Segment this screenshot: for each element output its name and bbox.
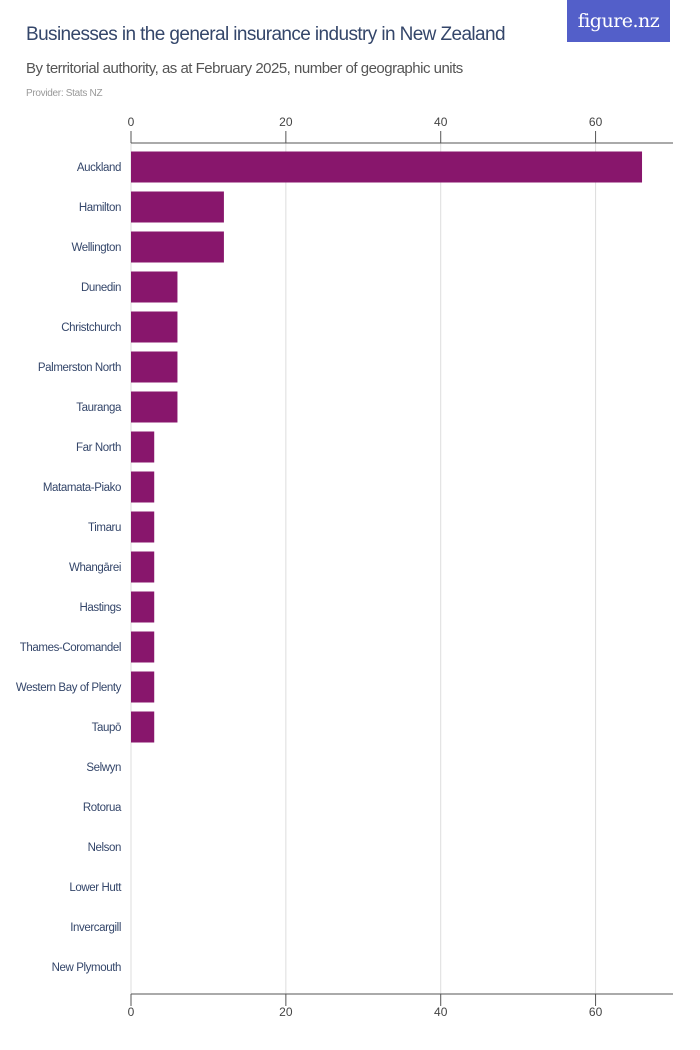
x-tick-label-top: 60 (589, 115, 603, 129)
category-label: Nelson (88, 842, 121, 854)
bar-far-north (131, 431, 155, 463)
x-tick-label-bottom: 40 (434, 1005, 448, 1019)
bar-dunedin (131, 271, 178, 303)
bar-christchurch (131, 311, 178, 343)
bar-tauranga (131, 391, 178, 423)
bar-wellington (131, 231, 224, 263)
x-tick-label-bottom: 60 (589, 1005, 603, 1019)
category-label: Palmerston North (38, 362, 121, 374)
bar-palmerston-north (131, 351, 178, 383)
category-label: Taupō (92, 722, 121, 734)
chart-title: Businesses in the general insurance indu… (26, 24, 506, 45)
bar-taup- (131, 711, 155, 743)
logo-text: figure.nz (577, 10, 660, 32)
category-label: Invercargill (70, 922, 121, 934)
category-label: Hastings (79, 602, 121, 614)
category-label: Selwyn (86, 762, 121, 774)
bar-matamata-piako (131, 471, 155, 503)
x-tick-label-top: 0 (128, 115, 135, 129)
category-label: Timaru (88, 522, 121, 534)
category-label: Auckland (77, 162, 121, 174)
category-label: New Plymouth (52, 962, 121, 974)
x-tick-label-bottom: 20 (279, 1005, 293, 1019)
x-tick-label-bottom: 0 (128, 1005, 135, 1019)
bar-thames-coromandel (131, 631, 155, 663)
category-label: Wellington (72, 242, 122, 254)
figure-nz-logo[interactable]: figure.nz (567, 0, 670, 42)
category-label: Christchurch (61, 322, 121, 334)
category-label: Tauranga (76, 402, 122, 414)
provider-label: Provider: Stats NZ (26, 88, 103, 99)
category-label: Western Bay of Plenty (16, 682, 122, 694)
x-tick-label-top: 40 (434, 115, 448, 129)
bar-whang-rei (131, 551, 155, 583)
bar-western-bay-of-plenty (131, 671, 155, 703)
chart-subtitle: By territorial authority, as at February… (26, 60, 463, 77)
category-label: Lower Hutt (69, 882, 122, 894)
category-label: Thames-Coromandel (20, 642, 121, 654)
bar-hamilton (131, 191, 224, 223)
x-tick-label-top: 20 (279, 115, 293, 129)
category-label: Whangārei (69, 562, 121, 574)
bar-hastings (131, 591, 155, 623)
category-label: Rotorua (83, 802, 122, 814)
category-label: Dunedin (81, 282, 121, 294)
category-label: Far North (76, 442, 121, 454)
bar-timaru (131, 511, 155, 543)
bar-auckland (131, 151, 643, 183)
category-label: Matamata-Piako (43, 482, 121, 494)
category-label: Hamilton (79, 202, 121, 214)
